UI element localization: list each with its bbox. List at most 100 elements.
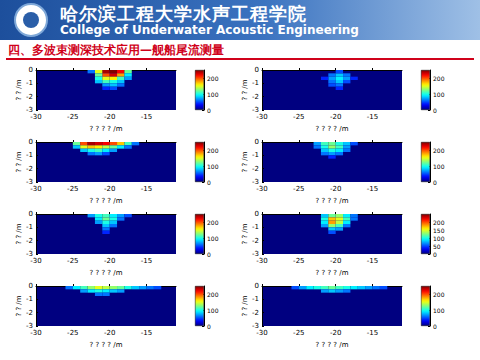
- svg-text:200: 200: [207, 147, 219, 154]
- svg-text:-1: -1: [26, 79, 33, 87]
- svg-text:-2: -2: [26, 165, 33, 173]
- svg-text:-25: -25: [67, 113, 78, 121]
- svg-text:? ? /m: ? ? /m: [15, 79, 23, 100]
- svg-text:? ? ? ? /m: ? ? ? ? /m: [90, 125, 123, 133]
- svg-text:0: 0: [207, 251, 211, 258]
- svg-text:? ? ? ? /m: ? ? ? ? /m: [90, 269, 123, 277]
- svg-text:0: 0: [255, 210, 259, 218]
- svg-text:0: 0: [433, 323, 437, 330]
- svg-text:0: 0: [29, 138, 33, 146]
- svg-text:? ? ? ? /m: ? ? ? ? /m: [90, 341, 123, 349]
- svg-text:100: 100: [207, 307, 219, 314]
- svg-text:0: 0: [433, 179, 437, 186]
- svg-text:200: 200: [433, 75, 445, 82]
- svg-text:-2: -2: [26, 309, 33, 317]
- svg-text:-20: -20: [330, 329, 341, 337]
- svg-text:100: 100: [207, 235, 219, 242]
- svg-text:200: 200: [207, 75, 219, 82]
- svg-text:200: 200: [433, 291, 445, 298]
- svg-text:-20: -20: [104, 113, 115, 121]
- svg-text:? ? /m: ? ? /m: [241, 151, 249, 172]
- svg-text:? ? ? ? /m: ? ? ? ? /m: [316, 197, 349, 205]
- svg-text:? ? ? ? /m: ? ? ? ? /m: [90, 197, 123, 205]
- svg-text:-1: -1: [252, 295, 259, 303]
- svg-text:200: 200: [433, 219, 445, 226]
- svg-text:0: 0: [433, 107, 437, 114]
- svg-text:-30: -30: [30, 185, 41, 193]
- svg-text:50: 50: [433, 243, 441, 250]
- svg-text:-2: -2: [252, 309, 259, 317]
- svg-text:0: 0: [255, 138, 259, 146]
- svg-text:-25: -25: [293, 329, 304, 337]
- svg-text:-15: -15: [367, 257, 378, 265]
- svg-text:-1: -1: [252, 223, 259, 231]
- svg-text:-1: -1: [252, 79, 259, 87]
- svg-text:-2: -2: [26, 93, 33, 101]
- svg-text:? ? /m: ? ? /m: [15, 151, 23, 172]
- svg-text:-25: -25: [293, 185, 304, 193]
- svg-text:-25: -25: [67, 185, 78, 193]
- svg-text:-30: -30: [30, 113, 41, 121]
- svg-text:? ? /m: ? ? /m: [15, 295, 23, 316]
- svg-text:-30: -30: [256, 257, 267, 265]
- svg-text:-1: -1: [26, 223, 33, 231]
- svg-text:-15: -15: [141, 113, 152, 121]
- svg-text:? ? /m: ? ? /m: [15, 223, 23, 244]
- svg-text:150: 150: [433, 227, 445, 234]
- svg-text:-20: -20: [330, 257, 341, 265]
- svg-text:? ? /m: ? ? /m: [241, 79, 249, 100]
- svg-text:0: 0: [433, 251, 437, 258]
- svg-text:-15: -15: [367, 185, 378, 193]
- svg-text:100: 100: [433, 307, 445, 314]
- html-text:哈尔滨工程大学水声工程学院: 哈尔滨工程大学水声工程学院: [60, 3, 307, 24]
- svg-text:-15: -15: [141, 329, 152, 337]
- svg-text:-30: -30: [256, 113, 267, 121]
- svg-text:-20: -20: [104, 257, 115, 265]
- svg-text:-20: -20: [330, 113, 341, 121]
- svg-text:-15: -15: [367, 113, 378, 121]
- svg-text:0: 0: [29, 210, 33, 218]
- svg-text:0: 0: [29, 282, 33, 290]
- svg-text:-25: -25: [293, 257, 304, 265]
- svg-text:100: 100: [207, 163, 219, 170]
- svg-text:200: 200: [207, 291, 219, 298]
- svg-text:0: 0: [207, 107, 211, 114]
- svg-text:200: 200: [207, 219, 219, 226]
- svg-text:-15: -15: [367, 329, 378, 337]
- svg-text:100: 100: [433, 163, 445, 170]
- svg-text:-2: -2: [252, 237, 259, 245]
- svg-text:-2: -2: [252, 93, 259, 101]
- svg-text:0: 0: [255, 66, 259, 74]
- html-text:College of Underwater Acoustic: College of Underwater Acoustic Engineeri…: [60, 23, 359, 37]
- svg-text:? ? /m: ? ? /m: [241, 295, 249, 316]
- svg-text:-30: -30: [30, 257, 41, 265]
- svg-text:-20: -20: [330, 185, 341, 193]
- svg-text:-25: -25: [67, 257, 78, 265]
- svg-text:0: 0: [255, 282, 259, 290]
- svg-text:-25: -25: [293, 113, 304, 121]
- svg-text:-30: -30: [256, 329, 267, 337]
- svg-text:0: 0: [207, 179, 211, 186]
- svg-text:100: 100: [207, 91, 219, 98]
- svg-text:-30: -30: [256, 185, 267, 193]
- svg-text:0: 0: [29, 66, 33, 74]
- svg-text:-15: -15: [141, 257, 152, 265]
- svg-text:? ? ? ? /m: ? ? ? ? /m: [316, 125, 349, 133]
- svg-text:? ? ? ? /m: ? ? ? ? /m: [316, 341, 349, 349]
- svg-text:? ? ? ? /m: ? ? ? ? /m: [316, 269, 349, 277]
- svg-text:-25: -25: [67, 329, 78, 337]
- svg-text:-1: -1: [252, 151, 259, 159]
- svg-text:-30: -30: [30, 329, 41, 337]
- svg-text:-2: -2: [252, 165, 259, 173]
- svg-text:-20: -20: [104, 329, 115, 337]
- svg-text:-1: -1: [26, 151, 33, 159]
- svg-text:100: 100: [433, 91, 445, 98]
- svg-text:? ? /m: ? ? /m: [241, 223, 249, 244]
- svg-text:-1: -1: [26, 295, 33, 303]
- svg-text:-15: -15: [141, 185, 152, 193]
- svg-text:200: 200: [433, 147, 445, 154]
- svg-text:-2: -2: [26, 237, 33, 245]
- svg-text:100: 100: [433, 235, 445, 242]
- svg-text:-20: -20: [104, 185, 115, 193]
- svg-text:0: 0: [207, 323, 211, 330]
